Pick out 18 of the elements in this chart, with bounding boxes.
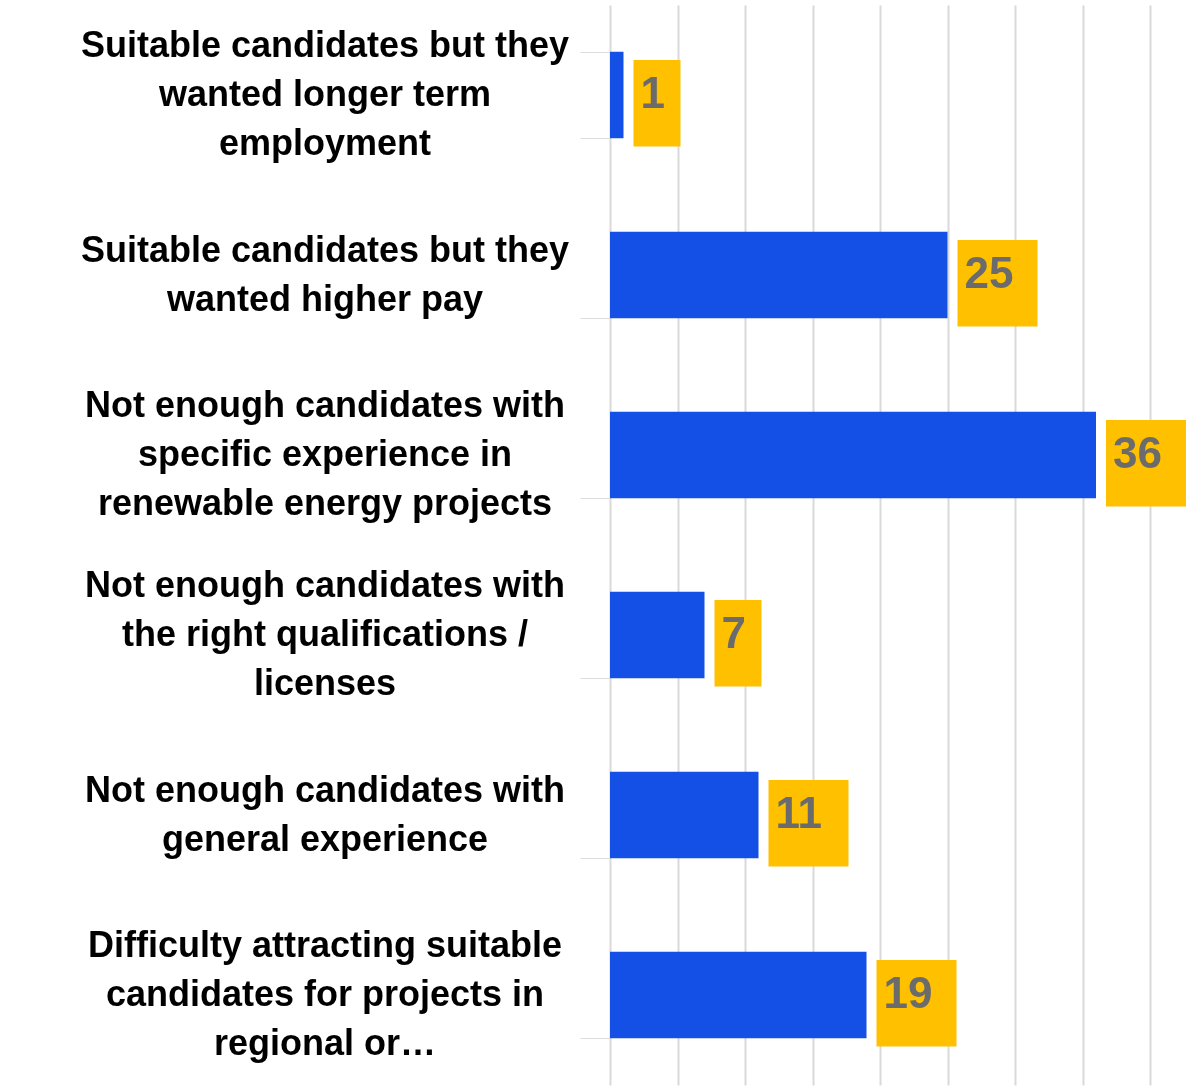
- y-tick-label: Not enough candidates with the right qualifications / licenses: [84, 564, 566, 703]
- bar: [610, 51, 624, 139]
- bar: [610, 591, 705, 679]
- data-label: 1: [640, 68, 665, 117]
- bar: [610, 771, 759, 859]
- y-tick-label: Suitable candidates but they wanted higher pay: [80, 228, 570, 319]
- y-tick-label: Suitable candidates but they wanted longer term employment: [80, 24, 570, 163]
- bar: [610, 411, 1096, 499]
- data-label: 25: [964, 248, 1014, 297]
- bar: [610, 951, 867, 1039]
- data-label: 19: [883, 968, 933, 1017]
- bar: [610, 231, 948, 319]
- data-label: 11: [775, 788, 823, 837]
- y-tick-label: Difficulty attracting suitable candidates for projects in regional or…: [87, 924, 563, 1063]
- y-tick-label: Not enough candidates with general experience: [84, 768, 566, 859]
- y-tick-label: Not enough candidates with specific experience in renewable energy projects: [84, 384, 566, 523]
- data-label: 36: [1113, 428, 1162, 477]
- data-label: 7: [721, 608, 746, 657]
